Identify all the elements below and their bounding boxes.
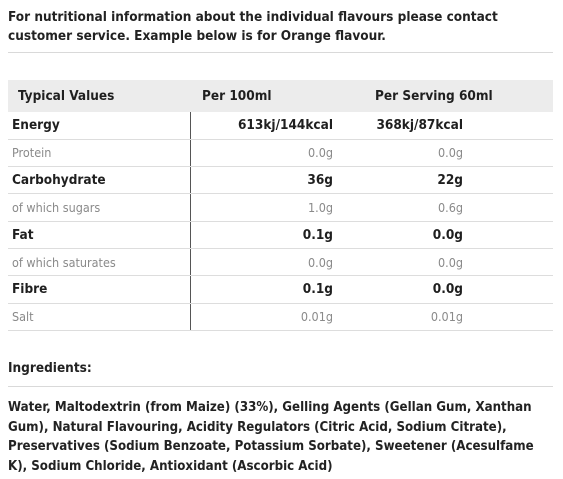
header-per-100ml: Per 100ml [190,80,347,112]
divider [8,386,553,387]
table-row: Fibre 0.1g 0.0g [8,275,553,304]
table-row: Carbohydrate 36g 22g [8,166,553,195]
per-serving-value: 0.6g [347,193,553,222]
per-100ml-value: 0.1g [189,275,347,304]
per-100ml-value: 1.0g [189,193,347,222]
per-100ml-value: 0.0g [189,248,347,277]
per-100ml-value: 0.1g [189,221,347,249]
per-100ml-value: 0.01g [189,303,347,331]
intro-text: For nutritional information about the in… [8,9,498,44]
table-header-row: Typical Values Per 100ml Per Serving 60m… [8,80,553,112]
per-serving-value: 0.0g [347,248,553,277]
table-row: Fat 0.1g 0.0g [8,221,553,249]
per-serving-value: 368kj/87kcal [347,112,553,140]
per-serving-value: 0.0g [347,221,553,249]
per-100ml-value: 0.0g [189,139,347,168]
table-row: Salt 0.01g 0.01g [8,303,553,331]
table-row: of which saturates 0.0g 0.0g [8,248,553,277]
header-typical-values: Typical Values [8,80,190,112]
per-serving-value: 22g [347,166,553,195]
row-label: Protein [8,139,190,168]
header-per-serving: Per Serving 60ml [347,80,553,112]
row-label: Fibre [8,275,190,304]
per-serving-value: 0.0g [347,275,553,304]
divider [8,52,553,53]
per-100ml-value: 36g [189,166,347,195]
row-label: Energy [8,112,190,140]
ingredients-heading: Ingredients: [8,360,92,376]
row-label: Carbohydrate [8,166,190,195]
row-label: Fat [8,221,190,249]
row-label: Salt [8,303,190,331]
row-label: of which saturates [8,248,190,277]
per-serving-value: 0.0g [347,139,553,168]
table-row: Energy 613kj/144kcal 368kj/87kcal [8,112,553,140]
per-100ml-value: 613kj/144kcal [189,112,347,140]
ingredients-text: Water, Maltodextrin (from Maize) (33%), … [8,400,534,474]
nutrition-table: Typical Values Per 100ml Per Serving 60m… [8,80,553,331]
table-row: of which sugars 1.0g 0.6g [8,193,553,222]
table-row: Protein 0.0g 0.0g [8,139,553,168]
per-serving-value: 0.01g [347,303,553,331]
row-label: of which sugars [8,193,190,222]
